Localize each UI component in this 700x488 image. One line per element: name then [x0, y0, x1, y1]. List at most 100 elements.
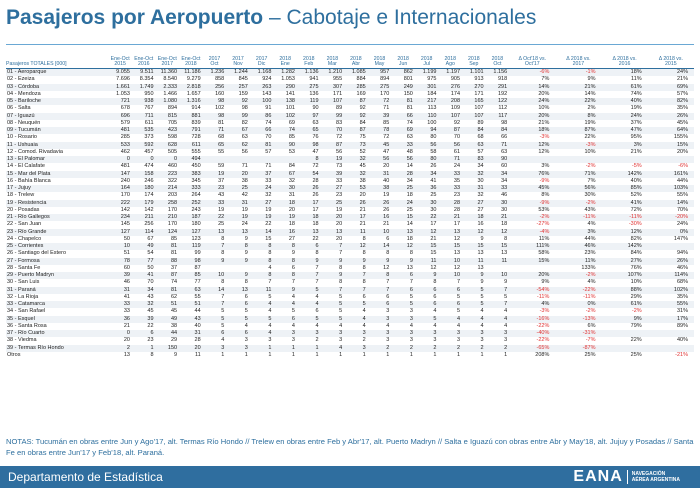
value-cell: 290 [273, 83, 297, 91]
table-row: 37 - Río Cuarto 0 6 44 31 6 6 4 3 3 3 3 3 3 3 3 3 3 -40% -3… [6, 330, 694, 338]
value-cell: 203 [167, 192, 178, 199]
value-cell: 3 [456, 337, 461, 344]
value-cell: 210 [155, 214, 180, 222]
table-row: 11 - Ushuaia 533 592 628 611 65 62 81 90 98 87 73 45… [6, 141, 694, 149]
variation-cell: -2% [631, 308, 642, 315]
variation-cell: 10% [538, 105, 550, 112]
variation-cell: 142% [601, 170, 648, 178]
table-row: 33 - Catamarca 33 32 51 51 7 6 4 4 4 5 5 6 5 6 6 5 7 4% 0% 6… [6, 301, 694, 309]
value-cell: 15 [414, 243, 439, 251]
value-cell: 13 [477, 264, 484, 271]
variation-cell: 44% [676, 177, 688, 184]
value-cell: 11.360 [155, 68, 180, 77]
value-cell: 8 [249, 272, 274, 280]
variation-cell: 64% [647, 127, 694, 135]
value-cell: 90 [273, 141, 297, 149]
variation-cell: -27% [536, 221, 550, 228]
variation-cell: 74% [630, 90, 642, 97]
eana-logo: EANA NAVEGACIÓN AÉREA ARGENTINA [573, 468, 680, 486]
value-cell: 22 [414, 214, 439, 222]
variation-cell: -87% [555, 344, 602, 352]
column-header: 2018 Jul [414, 56, 439, 69]
variation-cell: 18% [601, 68, 648, 77]
value-cell: 71 [438, 156, 463, 164]
value-cell: 107 [438, 112, 463, 120]
variation-cell: -65% [509, 344, 556, 352]
variation-cell: 142% [601, 243, 648, 251]
variation-cell: 21% [676, 76, 688, 83]
value-cell: 16 [477, 221, 484, 228]
value-cell: 13 [123, 351, 130, 358]
value-cell: 11 [194, 351, 201, 358]
value-cell: 894 [380, 76, 390, 83]
value-cell: 1 [480, 351, 484, 358]
value-cell: 791 [179, 127, 203, 135]
value-cell: 73 [336, 163, 343, 170]
variation-cell: -7% [585, 337, 596, 344]
value-cell: 4 [433, 308, 437, 315]
value-cell: 13 [226, 228, 250, 236]
value-cell: 1.244 [226, 68, 250, 77]
airport-name-cell: 22 - San Juan [7, 221, 42, 228]
variation-cell: 79% [630, 322, 642, 329]
value-cell: 4 [291, 322, 295, 329]
table-row: 28 - Santa Fe 60 50 37 87 4 6 7 8 8 12 13 12 12 13 133%… [6, 265, 694, 272]
airport-name-cell: 34 - San Rafael [7, 308, 46, 315]
value-cell: 26 [383, 206, 390, 213]
variation-cell: 20% [676, 148, 688, 155]
value-cell: 45 [147, 308, 154, 315]
value-cell: 19 [218, 206, 225, 213]
value-cell: 192 [498, 90, 508, 97]
variation-cell: 18% [509, 127, 556, 135]
value-cell: 81 [391, 98, 415, 106]
value-cell: 678 [120, 105, 130, 112]
value-cell: 1.210 [320, 68, 345, 77]
value-cell: 7 [315, 279, 319, 286]
value-cell: 815 [155, 112, 180, 120]
value-cell: 19 [226, 214, 250, 222]
value-cell: 7.696 [116, 76, 130, 83]
value-cell: 0 [108, 156, 132, 164]
value-cell: 6 [433, 293, 437, 300]
value-cell: 6 [226, 330, 250, 338]
value-cell: 5 [221, 308, 225, 315]
value-cell: 113 [427, 105, 437, 112]
value-cell: 11 [462, 257, 486, 265]
value-cell: 4 [362, 308, 366, 315]
variation-cell: 14% [584, 90, 596, 97]
value-cell: 728 [191, 134, 201, 141]
value-cell: 26 [344, 199, 368, 207]
title-divider [6, 44, 694, 45]
value-cell: 119 [296, 98, 321, 106]
value-cell: 18 [312, 221, 319, 228]
value-cell: 150 [403, 90, 413, 97]
table-row: 07 - Iguazú 696 711 815 881 98 99 86 102 97 99 92 39… [6, 112, 694, 120]
value-cell: 81 [406, 105, 413, 112]
value-cell: 68 [218, 134, 225, 141]
variation-cell: 3% [601, 141, 648, 149]
airport-name-cell: 05 - Bariloche [6, 98, 109, 106]
value-cell: 767 [144, 105, 154, 112]
variation-cell: 94% [676, 250, 688, 257]
value-cell: 1 [456, 351, 461, 358]
value-cell: 56 [336, 148, 343, 155]
value-cell: 894 [167, 105, 178, 112]
variation-cell: 88% [601, 286, 648, 294]
value-cell: 950 [144, 90, 154, 97]
value-cell: 19 [249, 214, 274, 222]
value-cell: 15 [462, 243, 486, 251]
variation-cell: 69% [647, 83, 694, 91]
value-cell: 142 [144, 206, 154, 213]
value-cell: 21 [383, 221, 390, 228]
variation-cell: -11% [583, 293, 596, 300]
value-cell: 89 [477, 119, 484, 126]
value-cell: 13 [406, 264, 413, 271]
value-cell: 234 [108, 214, 132, 222]
value-cell: 8 [362, 235, 366, 242]
value-cell: 8 [150, 351, 154, 358]
value-cell: 13 [477, 250, 484, 257]
value-cell: 74 [170, 279, 178, 286]
value-cell: 223 [155, 170, 180, 178]
value-cell: 11 [344, 228, 368, 236]
value-cell: 8 [386, 250, 390, 257]
